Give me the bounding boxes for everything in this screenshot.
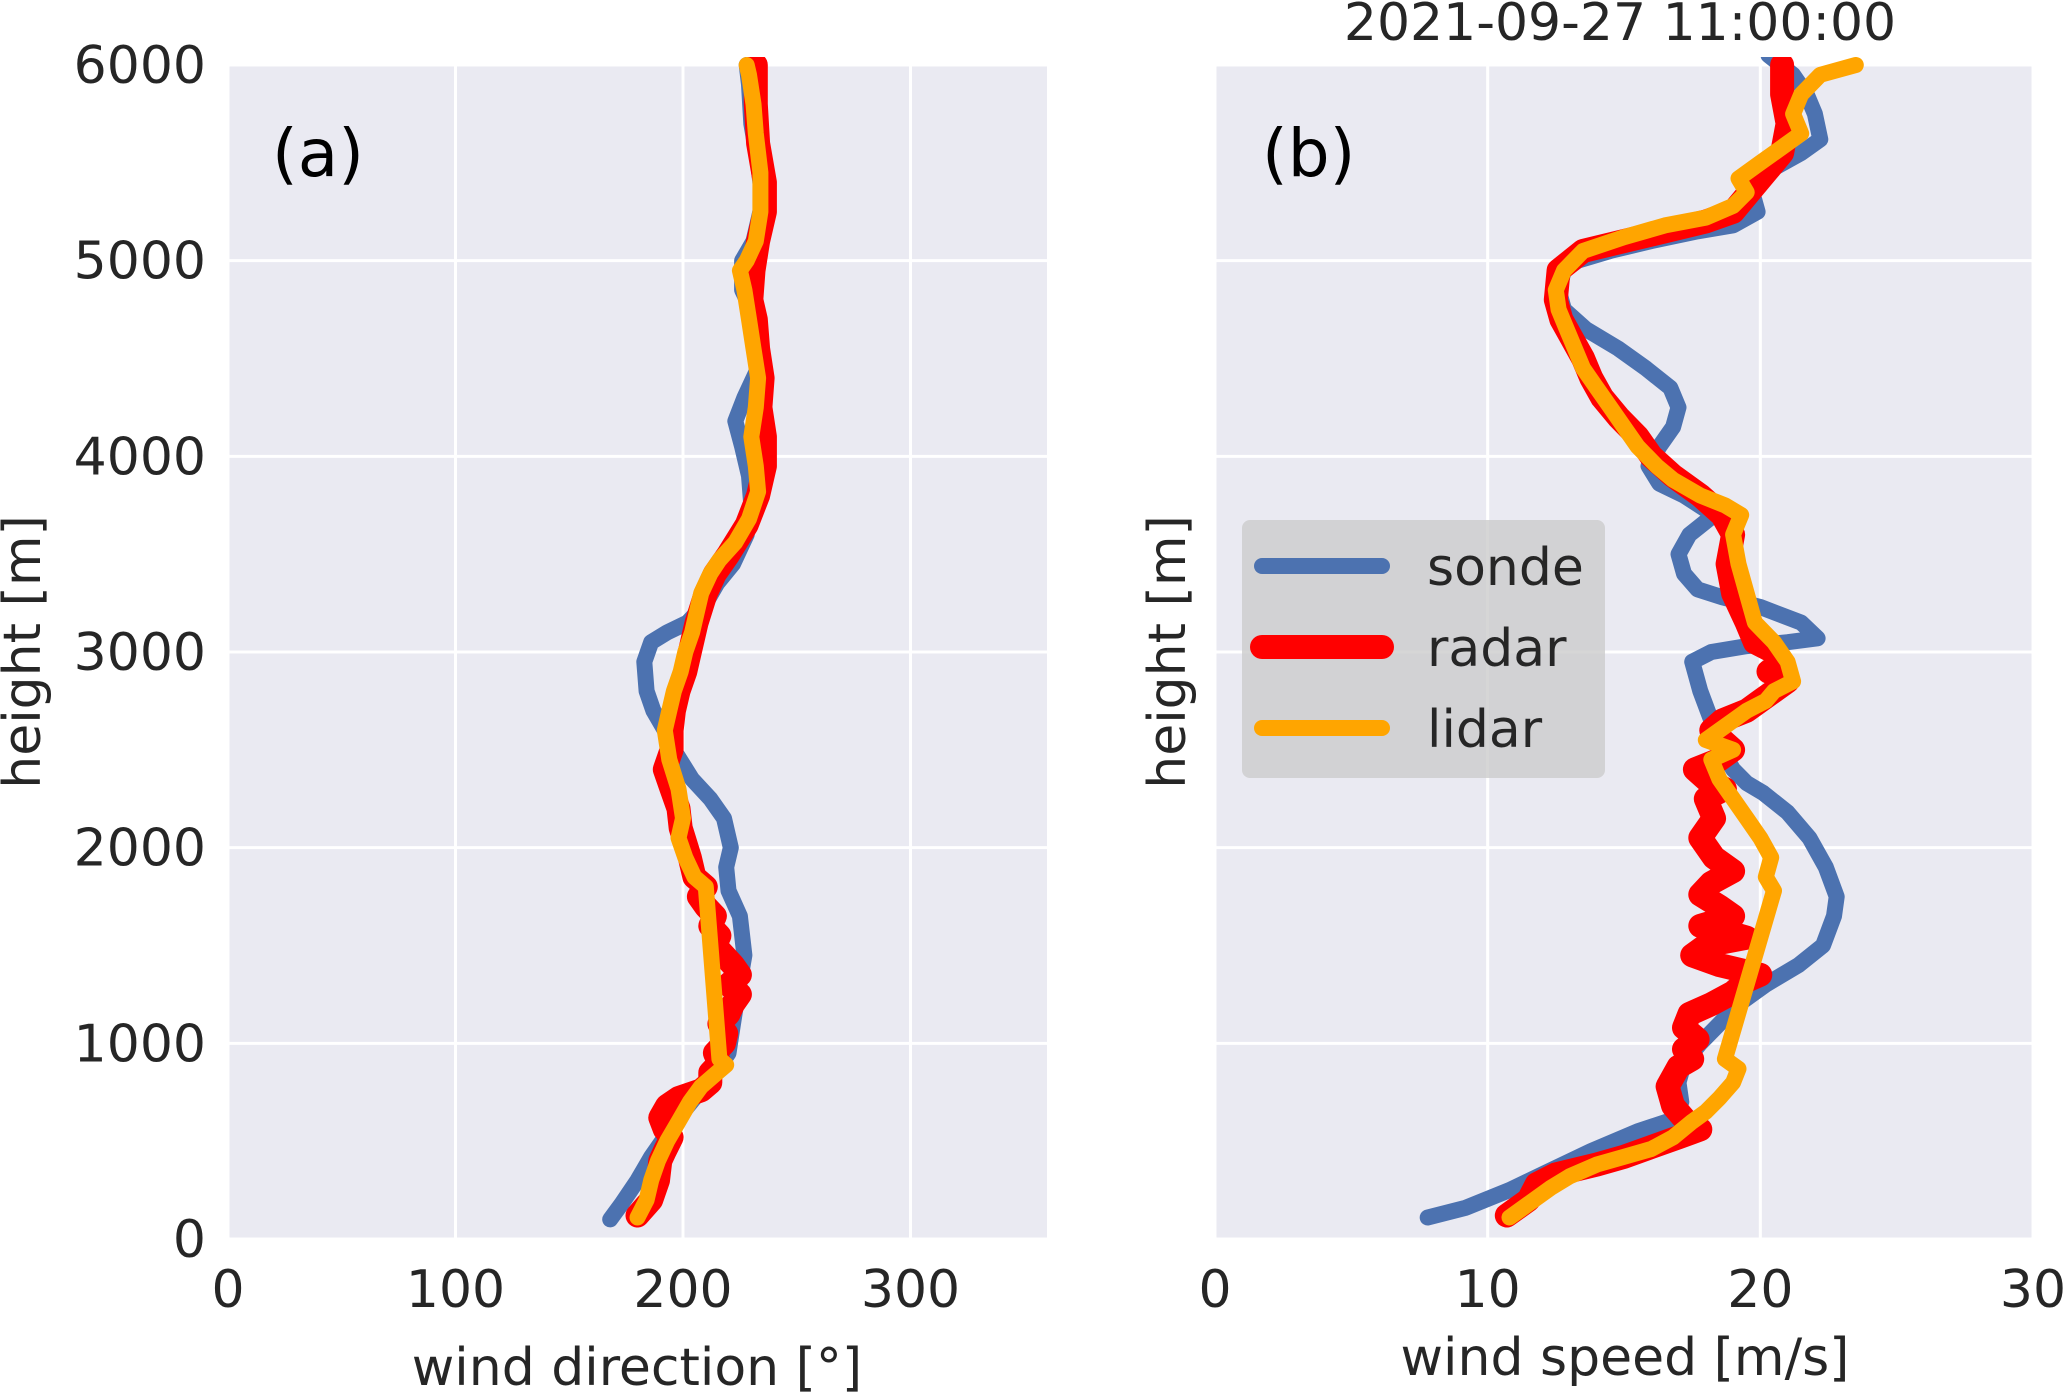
y-tick-label: 6000: [74, 36, 206, 96]
y-tick-label: 3000: [74, 623, 206, 683]
y-tick-label: 1000: [74, 1014, 206, 1074]
panel-b-ylabel: height [m]: [1138, 515, 1198, 789]
legend: sonde radar lidar: [1242, 520, 1605, 778]
y-tick-label: 5000: [74, 232, 206, 292]
panel-a-ylabel: height [m]: [0, 515, 53, 789]
series-line-lidar: [1501, 57, 1864, 1226]
x-tick-label: 0: [211, 1260, 244, 1320]
x-tick-label: 10: [1455, 1260, 1521, 1320]
panel-a-series: [602, 57, 777, 1228]
y-tick-label: 0: [173, 1210, 206, 1270]
x-tick-label: 20: [1727, 1260, 1793, 1320]
figure-title: 2021-09-27 11:00:00: [1344, 0, 1896, 53]
x-tick-label: 100: [406, 1260, 505, 1320]
y-tick-label: 4000: [74, 427, 206, 487]
x-tick-label: 30: [2000, 1260, 2066, 1320]
series-line-lidar: [629, 57, 769, 1226]
panel-b: 0 10 20 30 (b) wind speed [m/s] height [m] …: [1138, 57, 2066, 1388]
panel-b-ticks: 0 10 20 30: [1198, 1260, 2066, 1320]
legend-label-radar: radar: [1427, 619, 1567, 679]
panel-b-label: (b): [1262, 115, 1355, 192]
panel-b-series: [1419, 57, 1864, 1228]
x-tick-label: 300: [861, 1260, 960, 1320]
panel-a-xlabel: wind direction [°]: [412, 1338, 862, 1395]
x-tick-label: 0: [1198, 1260, 1231, 1320]
legend-label-sonde: sonde: [1427, 538, 1584, 598]
x-tick-label: 200: [633, 1260, 732, 1320]
panel-b-xlabel: wind speed [m/s]: [1401, 1328, 1850, 1388]
legend-label-lidar: lidar: [1427, 700, 1543, 760]
legend-box: [1242, 520, 1605, 778]
panel-a-label: (a): [272, 115, 364, 192]
y-tick-label: 2000: [74, 819, 206, 879]
